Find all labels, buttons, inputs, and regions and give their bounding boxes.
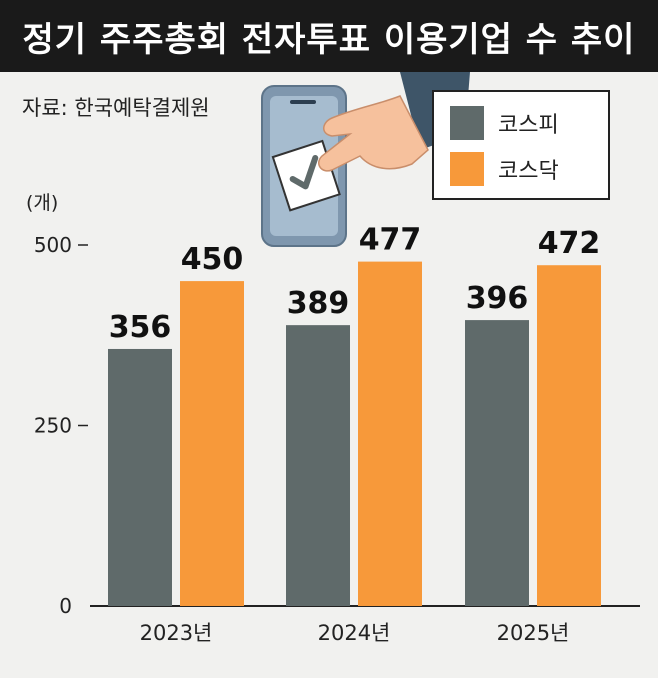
bar-kospi-1 [108, 348, 172, 606]
bar-kosdaq-3 [537, 265, 601, 606]
legend-swatch-kospi [450, 106, 484, 140]
value-label-kosdaq-1: 450 [181, 242, 244, 277]
y-axis-unit: (개) [26, 192, 59, 214]
legend-label-kosdaq: 코스닥 [498, 159, 559, 184]
x-tick-label: 2024년 [318, 621, 391, 645]
source-note: 자료: 한국예탁결제원 [22, 96, 210, 120]
value-label-kospi-3: 396 [466, 281, 529, 316]
y-tick-label: 0 [59, 594, 72, 618]
y-tick-label: 250 [34, 414, 72, 438]
y-tick-label: 500 [34, 233, 72, 257]
x-tick-label: 2025년 [497, 621, 570, 645]
bar-kosdaq-1 [180, 281, 244, 606]
x-axis-labels: 2023년 2024년 2025년 [140, 621, 570, 645]
x-tick-label: 2023년 [140, 621, 213, 645]
bar-kosdaq-2 [358, 261, 422, 606]
value-label-kosdaq-2: 477 [359, 223, 422, 258]
value-label-kospi-1: 356 [109, 310, 172, 345]
y-axis-ticks: 0 250 500 [34, 233, 88, 618]
value-label-kosdaq-3: 472 [538, 226, 601, 261]
value-labels: 356 450 389 477 396 472 [109, 223, 601, 345]
legend-item-kosdaq: 코스닥 [450, 152, 559, 186]
bars [108, 261, 601, 606]
legend: 코스피 코스닥 [432, 90, 610, 200]
legend-label-kospi: 코스피 [498, 113, 559, 138]
legend-item-kospi: 코스피 [450, 106, 559, 140]
chart-title: 정기 주주총회 전자투표 이용기업 수 추이 [0, 0, 658, 72]
bar-kospi-3 [465, 320, 529, 606]
value-label-kospi-2: 389 [287, 286, 350, 321]
bar-kospi-2 [286, 325, 350, 606]
legend-swatch-kosdaq [450, 152, 484, 186]
